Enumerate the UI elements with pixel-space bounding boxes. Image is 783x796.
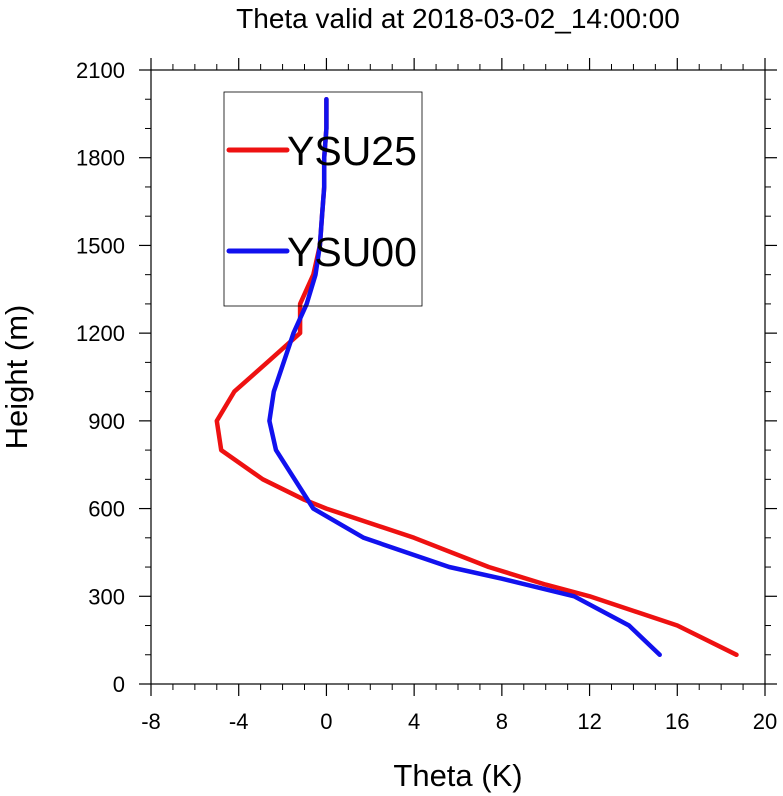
legend-label-ysu00: YSU00 <box>287 229 417 275</box>
x-tick-label: -8 <box>141 709 161 734</box>
y-tick-label: 600 <box>88 497 125 522</box>
y-tick-label: 1500 <box>76 233 125 258</box>
x-axis-label: Theta (K) <box>393 758 522 793</box>
axes-layer: -8 -4 0 4 8 12 16 20 0 300 600 900 1200 1500 1800 2100 <box>76 58 777 734</box>
legend-label-ysu25: YSU25 <box>287 128 417 174</box>
x-tick-label: 4 <box>408 709 420 734</box>
x-tick-label: 8 <box>496 709 508 734</box>
x-tick-label: 16 <box>665 709 689 734</box>
x-tick-label: 0 <box>320 709 332 734</box>
x-tick-label: -4 <box>229 709 249 734</box>
series-line-ysu00 <box>267 96 662 658</box>
series-layer <box>214 96 739 658</box>
x-tick-label: 12 <box>577 709 601 734</box>
y-tick-label: 2100 <box>76 58 125 83</box>
y-tick-label: 1200 <box>76 321 125 346</box>
y-tick-label: 1800 <box>76 146 125 171</box>
legend-box <box>223 91 423 307</box>
legend: YSU25 YSU00 <box>223 91 423 307</box>
y-tick-label: 0 <box>113 672 125 697</box>
y-axis-label: Height (m) <box>0 305 34 450</box>
chart-title: Theta valid at 2018-03-02_14:00:00 <box>236 3 680 34</box>
y-tick-label: 300 <box>88 584 125 609</box>
plot-frame <box>150 69 766 685</box>
y-tick-label: 900 <box>88 409 125 434</box>
x-tick-label: 20 <box>753 709 777 734</box>
